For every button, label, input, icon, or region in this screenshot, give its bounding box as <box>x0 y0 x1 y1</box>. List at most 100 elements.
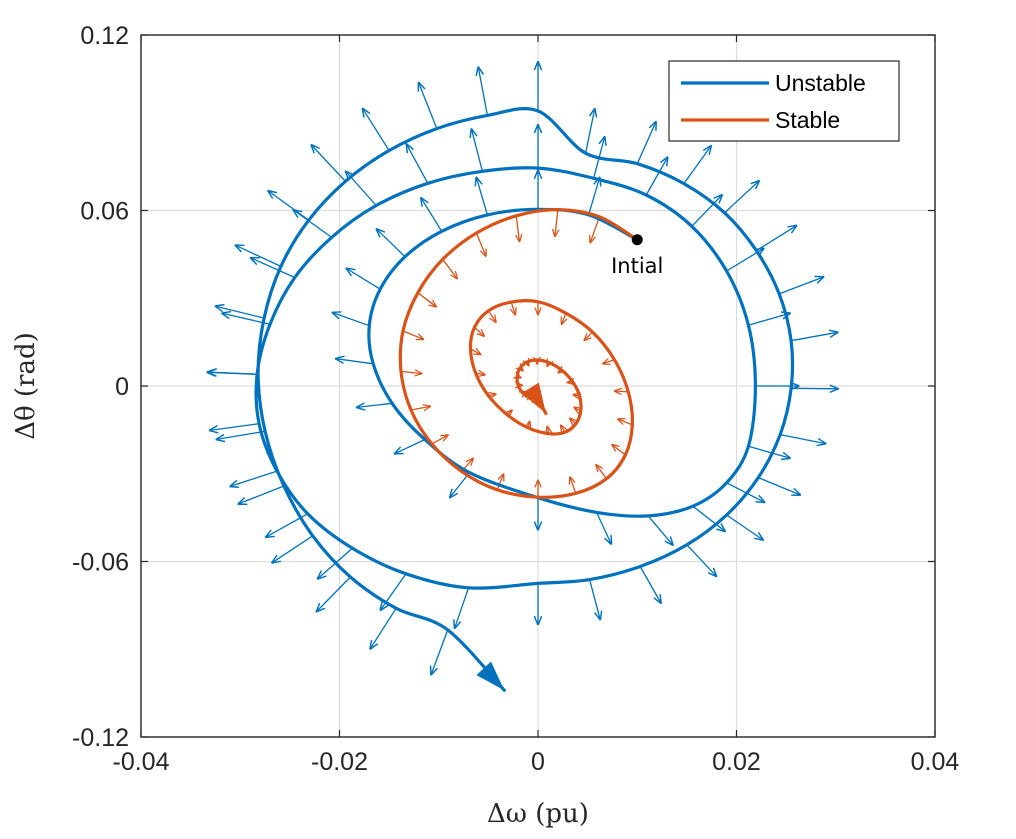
stable-field-arrow-26 <box>470 349 481 355</box>
unstable-field-arrow-22 <box>645 157 667 196</box>
unstable-field-arrow-7 <box>333 313 370 327</box>
stable-field-arrow-20 <box>584 331 594 340</box>
axes <box>140 34 936 738</box>
unstable-field-arrow-47 <box>778 277 823 295</box>
y-tick-label-4: 0.12 <box>80 22 129 50</box>
x-tick-label-3: 0.02 <box>712 748 761 776</box>
unstable-field-arrow-29 <box>251 258 296 279</box>
unstable-field-arrow-37 <box>455 587 470 628</box>
unstable-field-arrow-32 <box>210 423 260 431</box>
unstable-field-arrow-6 <box>347 269 381 290</box>
x-tick-label-0: -0.04 <box>113 748 170 776</box>
x-axis-label: Δω (pu) <box>487 799 589 829</box>
unstable-field-arrow-56 <box>363 109 390 151</box>
x-tick-label-4: 0.04 <box>911 748 960 776</box>
y-tick-label-3: 0.06 <box>80 198 129 226</box>
stable-field-arrow-3 <box>516 215 519 242</box>
unstable-field-arrow-57 <box>311 145 346 182</box>
legend-label-0: Unstable <box>775 70 866 96</box>
stable-field-arrow-14 <box>570 477 577 494</box>
unstable-field-arrow-11 <box>450 472 471 498</box>
unstable-field-arrow-21 <box>691 195 722 227</box>
tick-labels: -0.04 -0.02 0 0.02 0.04 -0.12 -0.06 0 0.06 0.12 <box>72 22 959 776</box>
unstable-field-arrow-42 <box>726 514 763 540</box>
stable-field-arrow-23 <box>511 301 515 315</box>
unstable-field-arrow-60 <box>216 306 265 319</box>
initial-point-marker <box>631 234 643 246</box>
unstable-field-arrow-45 <box>791 388 838 389</box>
unstable-field-arrow-52 <box>584 109 595 154</box>
unstable-field-arrow-54 <box>478 67 489 116</box>
unstable-field-arrow-9 <box>357 403 393 407</box>
stable-field-arrow-25 <box>474 326 485 336</box>
legend-box <box>668 60 900 142</box>
stable-field-arrow-6 <box>417 292 436 307</box>
unstable-field-arrow-55 <box>419 83 438 129</box>
unstable-field-arrow-39 <box>588 579 601 620</box>
unstable-field-arrow-13 <box>596 512 612 544</box>
stable-field-arrow-17 <box>618 419 633 426</box>
stable-field-arrow-24 <box>487 310 496 322</box>
unstable-field-arrow-33 <box>230 470 278 486</box>
stable-field-arrow-8 <box>400 371 422 373</box>
unstable-field-arrow-36 <box>381 573 407 610</box>
unstable-field-arrow-26 <box>407 144 429 184</box>
legend-label-1: Stable <box>775 107 840 133</box>
y-tick-label-2: 0 <box>115 373 129 401</box>
unstable-field-arrow-3 <box>476 178 489 216</box>
unstable-field-arrow-64 <box>272 535 314 563</box>
unstable-field-arrow-15 <box>692 505 725 531</box>
stable-field-arrow-12 <box>496 474 503 491</box>
stable-field-arrow-5 <box>442 258 457 278</box>
stable-series-line <box>398 207 639 499</box>
unstable-field-arrow-19 <box>748 313 790 326</box>
unstable-field-arrow-10 <box>395 438 426 454</box>
unstable-field-arrow-1 <box>587 178 600 216</box>
unstable-field-arrow-40 <box>639 566 661 604</box>
unstable-field-arrow-46 <box>790 332 837 342</box>
stable-direction-arrow <box>521 382 546 414</box>
unstable-field-arrow-63 <box>238 485 285 504</box>
unstable-field-arrow-51 <box>636 122 656 164</box>
unstable-field-arrow-17 <box>748 445 790 458</box>
unstable-field-arrow-5 <box>377 229 406 258</box>
annotation-initial: Intial <box>611 234 663 278</box>
stable-field-arrow-1 <box>590 216 601 243</box>
stable-field-arrow-15 <box>596 465 608 480</box>
initial-point-label: Intial <box>611 254 663 278</box>
unstable-field-arrow-44 <box>780 433 825 444</box>
unstable-field-arrow-66 <box>370 607 397 648</box>
unstable-field-arrow-59 <box>236 245 282 267</box>
y-tick-label-1: -0.06 <box>72 549 129 577</box>
unstable-field-arrow-25 <box>472 129 484 172</box>
unstable-direction-arrow <box>476 661 505 691</box>
stable-field-arrow-9 <box>410 406 430 410</box>
unstable-field-arrow-67 <box>431 629 449 675</box>
unstable-field-arrow-41 <box>686 544 716 576</box>
unstable-field-arrow-43 <box>758 476 800 495</box>
stable-field-arrow-4 <box>475 232 486 256</box>
series-curves <box>254 107 795 692</box>
stable-field-arrow-10 <box>431 435 448 445</box>
y-axis-label: Δθ (rad) <box>11 332 41 440</box>
stable-field-arrow-16 <box>612 445 626 456</box>
unstable-field-arrow-65 <box>317 576 351 612</box>
unstable-field-arrow-48 <box>756 226 796 252</box>
unstable-field-arrow-49 <box>724 181 759 214</box>
x-tick-label-2: 0 <box>531 748 545 776</box>
unstable-field-arrow-8 <box>336 359 374 365</box>
unstable-field-arrow-62 <box>217 430 266 439</box>
stable-field-arrow-21 <box>562 312 566 324</box>
stable-field-arrow-19 <box>603 360 615 364</box>
stable-field-arrow-18 <box>615 391 629 392</box>
stable-field-arrow-2 <box>555 209 558 237</box>
stable-field-arrow-7 <box>402 330 423 339</box>
unstable-field-arrow-61 <box>209 372 259 374</box>
unstable-series-line <box>254 107 795 692</box>
unstable-field-arrow-4 <box>421 198 443 232</box>
unstable-field-arrow-50 <box>683 146 711 184</box>
y-tick-label-0: -0.12 <box>72 724 129 752</box>
legend: Unstable Stable <box>668 60 900 142</box>
x-tick-label-1: -0.02 <box>311 748 368 776</box>
